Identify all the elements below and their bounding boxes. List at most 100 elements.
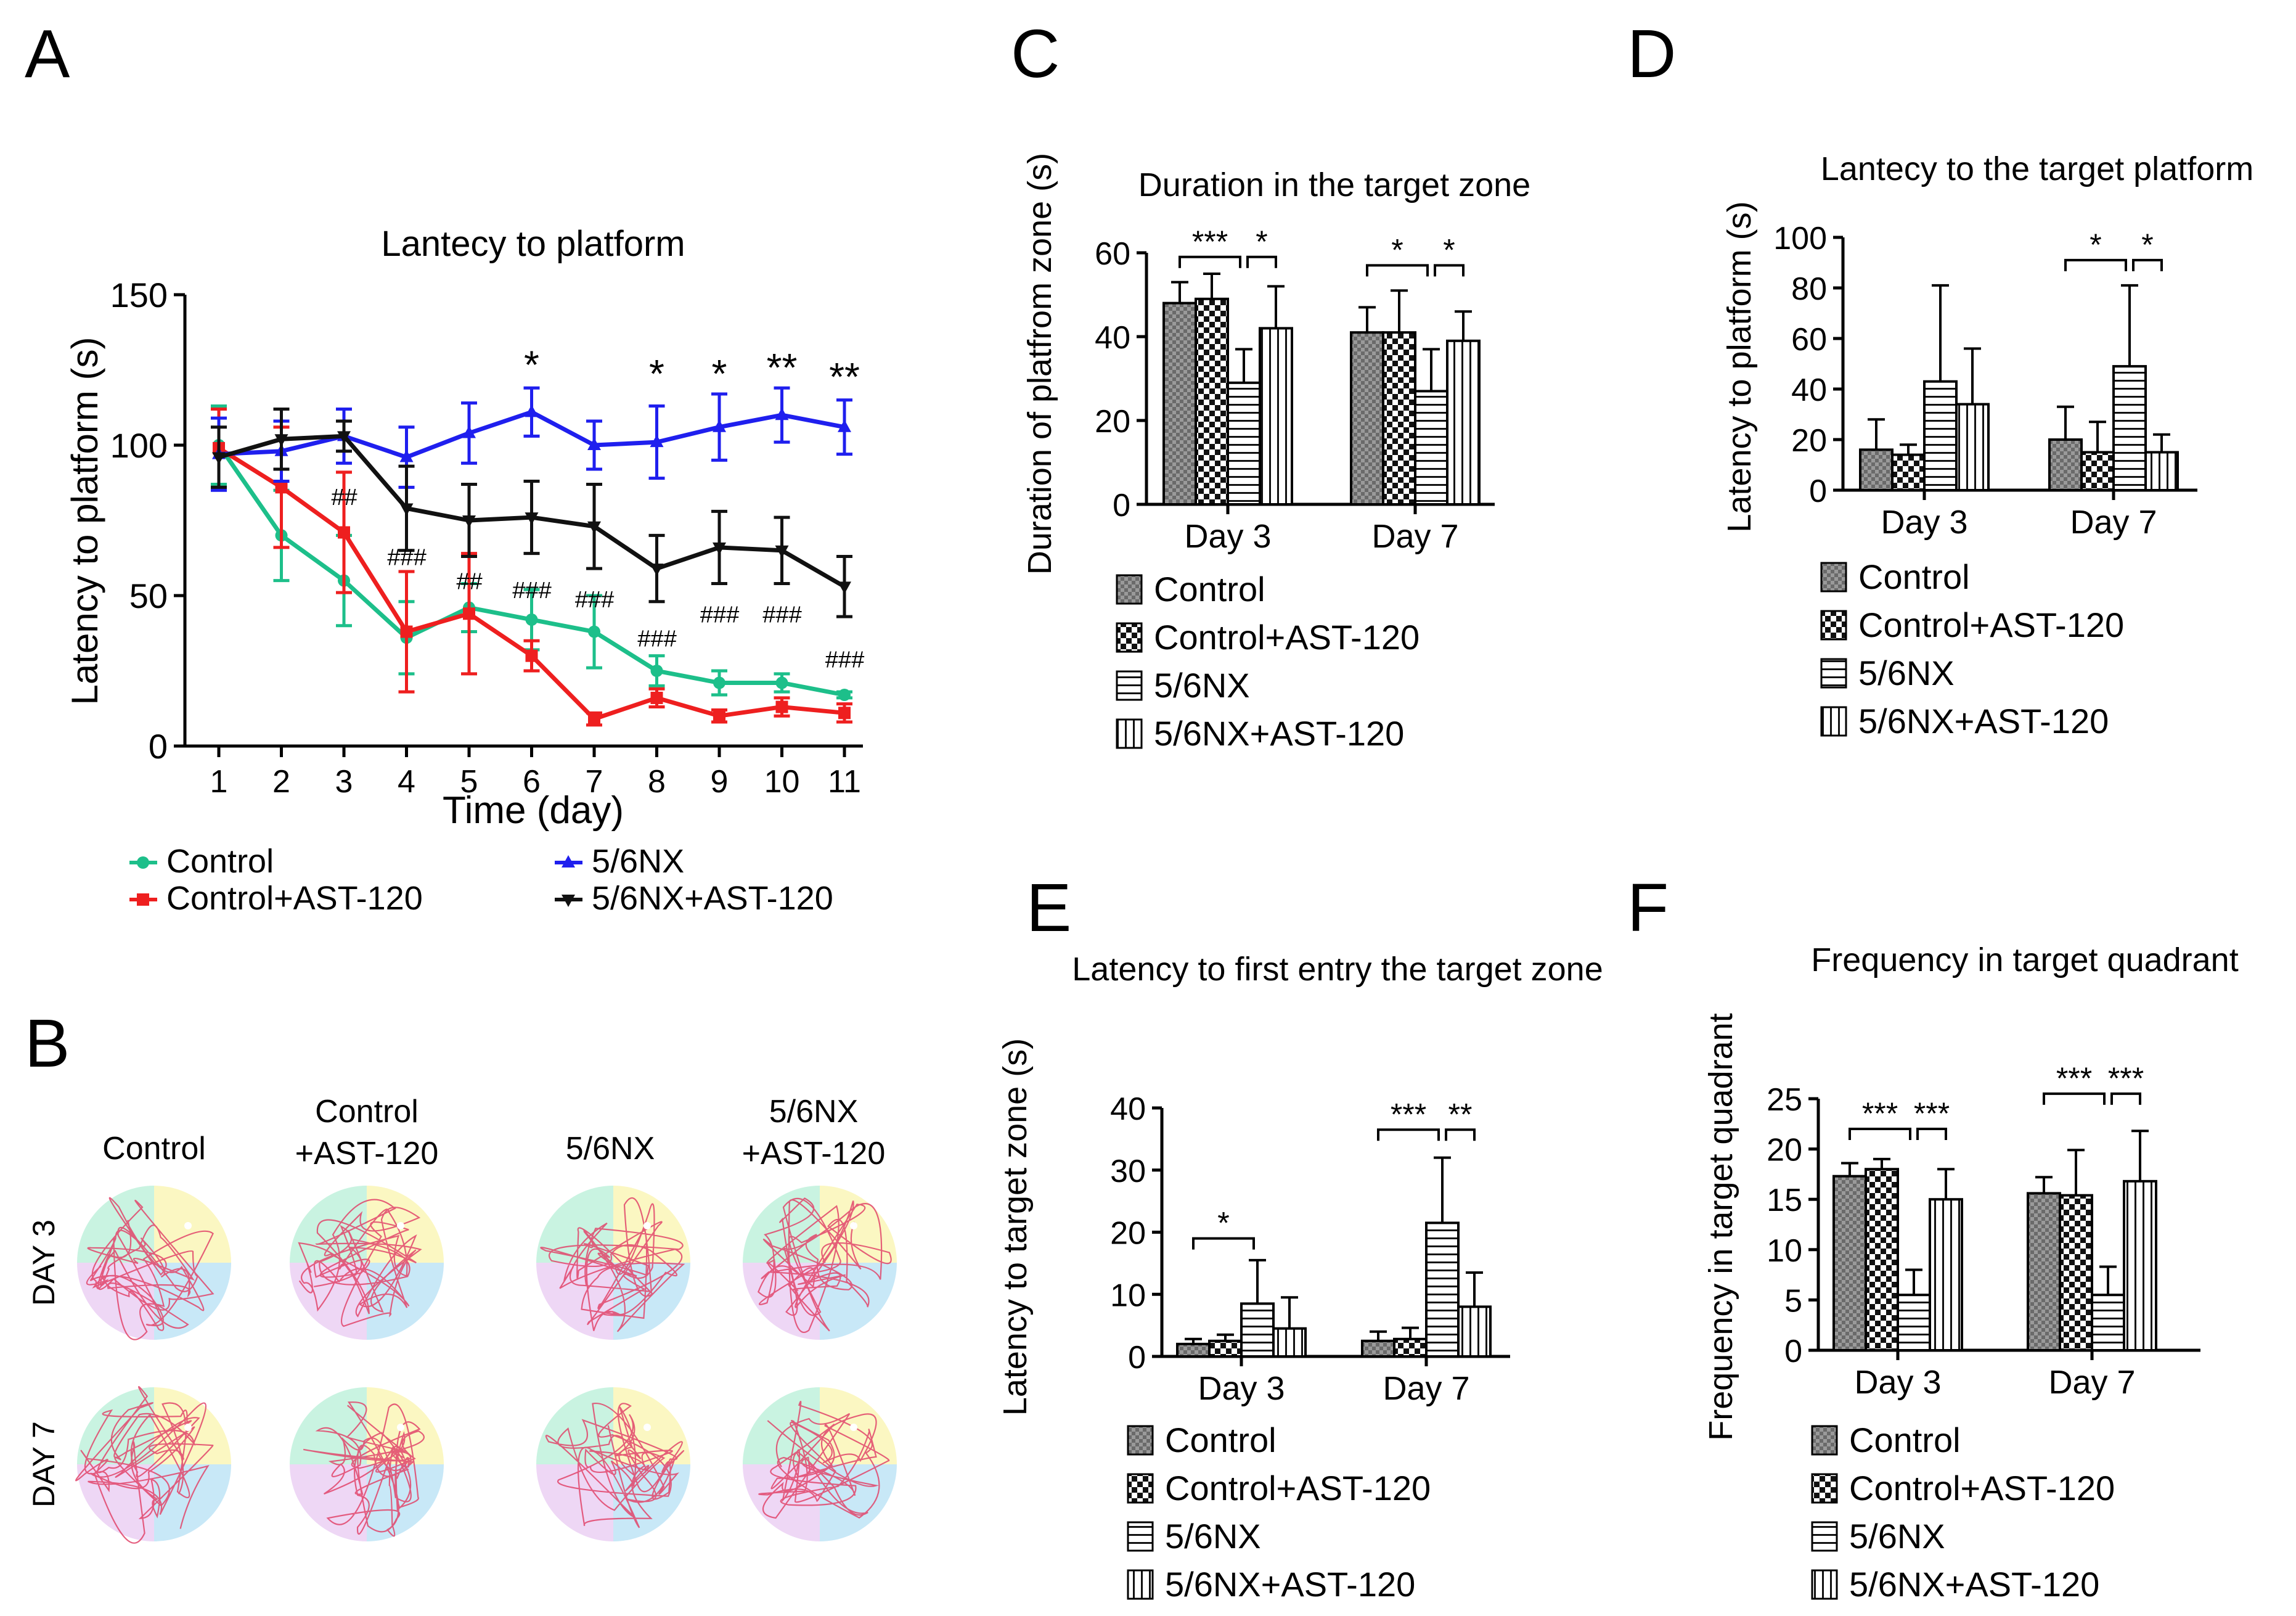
data-point — [587, 438, 601, 450]
quadrant-nw — [536, 1387, 613, 1464]
bar-5-6nx-day-3 — [1923, 380, 1958, 492]
legend-swatch — [1811, 1569, 1838, 1600]
legend-swatch — [1127, 1569, 1154, 1600]
x-tick-label: Day 7 — [1383, 1370, 1469, 1407]
significance-mark: ## — [456, 569, 483, 595]
y-axis-label: Frequency in target quadrant — [1702, 1013, 1739, 1440]
bar-5-6nx-day-7 — [2112, 365, 2147, 491]
chart-title: Lantecy to the target platform — [1821, 150, 2253, 187]
y-tick-label: 20 — [1791, 423, 1827, 459]
data-point — [838, 689, 851, 702]
y-tick-label: 40 — [1095, 320, 1130, 356]
significance-mark: ### — [387, 545, 427, 571]
data-point — [713, 710, 725, 723]
bar-control-ast-120-day-7 — [1393, 1337, 1428, 1358]
bar-control-ast-120-day-3 — [1891, 453, 1926, 491]
significance-mark: *** — [1862, 1096, 1898, 1131]
data-point — [275, 481, 288, 494]
legend-label-5-6nx: 5/6NX — [1849, 1517, 1945, 1556]
legend-swatch — [1116, 670, 1143, 701]
legend-label-control: Control — [1154, 570, 1265, 609]
y-tick-label: 10 — [1767, 1233, 1802, 1269]
bar-chart-first-entry: Latency to first entry the target zone La… — [997, 951, 1603, 1604]
data-point — [274, 434, 288, 447]
legend-label-5-6nx-ast-120: 5/6NX+AST-120 — [1858, 702, 2109, 740]
quadrant-se — [820, 1263, 897, 1340]
y-tick-label: 60 — [1791, 322, 1827, 358]
bar-control-day-7 — [2027, 1192, 2061, 1351]
legend-label-5-6nx-ast-120: 5/6NX+AST-120 — [1154, 714, 1404, 753]
bar-control-day-7 — [2048, 438, 2083, 491]
quadrant-se — [820, 1464, 897, 1541]
data-point — [775, 545, 789, 558]
significance-mark: ### — [637, 626, 677, 652]
data-point — [838, 707, 851, 720]
pool-day-7-3 — [743, 1387, 897, 1541]
legend-swatch — [1116, 622, 1143, 653]
significance-bracket — [1916, 1127, 1947, 1140]
x-tick-label: 10 — [764, 764, 800, 800]
y-tick-label: 20 — [1767, 1133, 1802, 1168]
data-point — [462, 425, 476, 438]
significance-bracket — [1445, 1128, 1476, 1141]
significance-mark: ### — [512, 578, 552, 604]
data-point — [650, 564, 664, 576]
significance-mark: * — [649, 351, 664, 396]
x-axis-label: Time (day) — [443, 789, 624, 832]
data-point — [338, 526, 350, 539]
bar-chart-duration: Duration in the target zone Duration of p… — [1021, 153, 1530, 753]
significance-mark: *** — [1391, 1097, 1426, 1131]
bar-5-6nx-ast-120-day-3 — [1955, 403, 1990, 491]
quadrant-se — [154, 1464, 231, 1541]
data-point — [462, 515, 476, 528]
y-tick-label: 0 — [149, 727, 168, 766]
series-5-6nx-ast-120 — [211, 407, 852, 618]
quadrant-ne — [367, 1387, 444, 1464]
y-axis-label: Latency to platform (s) — [64, 337, 105, 705]
significance-mark: *** — [1192, 224, 1228, 259]
y-axis-label: Latency to target zone (s) — [997, 1038, 1034, 1416]
y-tick-label: 0 — [1113, 488, 1130, 523]
platform-marker — [397, 1424, 404, 1431]
y-tick-label: 100 — [1773, 221, 1827, 256]
legend-item-control-ast-120: Control+AST-120 — [129, 880, 423, 917]
bar-control-day-7 — [1350, 331, 1384, 506]
significance-mark: * — [1391, 232, 1403, 267]
row-label-day-7: DAY 7 — [27, 1421, 61, 1507]
y-tick-label: 30 — [1110, 1154, 1146, 1189]
x-tick-label: Day 3 — [1854, 1364, 1941, 1401]
bar-control-day-3 — [1859, 448, 1894, 492]
x-tick-label: 3 — [335, 764, 353, 800]
legend-label: 5/6NX+AST-120 — [592, 880, 833, 917]
significance-mark: * — [1256, 224, 1267, 259]
quadrant-nw — [77, 1186, 154, 1263]
legend-item-5-6nx-ast-120: 5/6NX+AST-120 — [555, 880, 833, 917]
legend-swatch — [1127, 1425, 1154, 1456]
legend-label: 5/6NX — [592, 843, 684, 880]
significance-mark: ## — [331, 485, 357, 511]
y-axis-label: Latency to platform (s) — [1721, 201, 1758, 532]
chart-a-title: Lantecy to platform — [381, 224, 685, 264]
legend-label-5-6nx: 5/6NX — [1858, 654, 1955, 692]
quadrant-nw — [743, 1186, 820, 1263]
bar-control-day-3 — [1176, 1342, 1211, 1358]
platform-marker — [184, 1222, 192, 1229]
x-tick-label: Day 3 — [1881, 504, 1967, 541]
data-point — [775, 700, 788, 713]
x-tick-label: 7 — [586, 764, 603, 800]
significance-bracket — [1179, 255, 1241, 268]
y-tick-label: 40 — [1791, 372, 1827, 408]
y-tick-label: 40 — [1110, 1091, 1146, 1127]
legend-swatch — [1127, 1473, 1154, 1504]
bar-5-6nx-ast-120-day-7 — [2144, 451, 2179, 491]
y-tick-label: 0 — [1128, 1340, 1146, 1376]
swim-path — [303, 1401, 425, 1537]
swim-path — [298, 1199, 422, 1327]
platform-marker — [397, 1222, 404, 1229]
legend-swatch — [1127, 1521, 1154, 1552]
legend-marker — [137, 856, 149, 869]
legend-marker — [562, 895, 575, 907]
significance-mark: ### — [825, 647, 864, 673]
legend-swatch — [1116, 574, 1143, 605]
significance-mark: *** — [2056, 1061, 2092, 1096]
